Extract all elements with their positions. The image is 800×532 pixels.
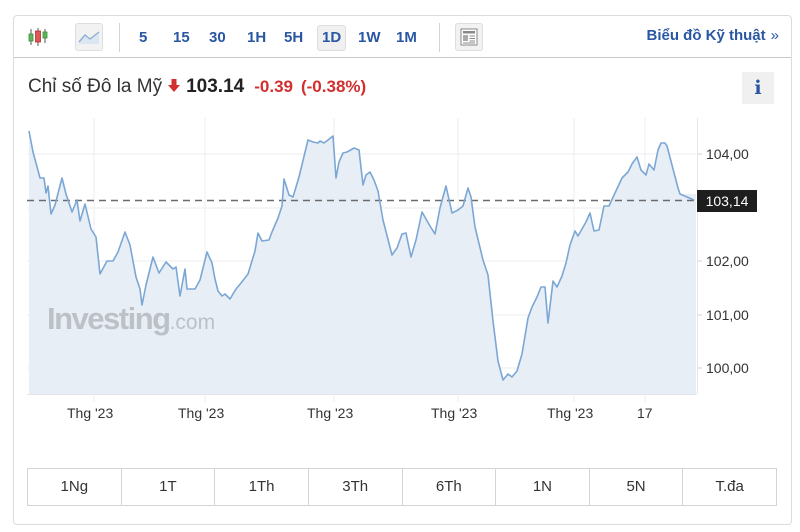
y-tick-label: 100,00 xyxy=(706,360,749,376)
interval-30[interactable]: 30 xyxy=(209,29,226,46)
x-tick-label: Thg '23 xyxy=(547,405,594,421)
x-tick-label: Thg '23 xyxy=(307,405,354,421)
last-price: 103.14 xyxy=(186,76,245,97)
x-tick-label: Thg '23 xyxy=(178,405,225,421)
news-layout-icon[interactable] xyxy=(455,23,483,51)
watermark-suffix: .com xyxy=(169,311,216,334)
range-max[interactable]: T.đa xyxy=(715,478,744,495)
instrument-header: Chỉ số Đô la Mỹ 103.14 -0.39 (-0.38%) xyxy=(28,76,366,100)
range-5-years[interactable]: 5N xyxy=(590,469,684,505)
range-1-month[interactable]: 1Th xyxy=(215,469,309,505)
interval-5h[interactable]: 5H xyxy=(284,29,304,46)
y-axis-ticks xyxy=(697,153,702,369)
interval-15[interactable]: 15 xyxy=(173,29,190,46)
x-tick-label: Thg '23 xyxy=(67,405,114,421)
range-1-week[interactable]: 1T xyxy=(122,469,216,505)
range-3-months[interactable]: 3Th xyxy=(309,469,403,505)
interval-1m[interactable]: 1M xyxy=(396,29,417,46)
technical-chart-label: Biểu đồ Kỹ thuật xyxy=(646,27,766,44)
toolbar-divider xyxy=(439,23,440,52)
y-tick-label: 104,00 xyxy=(706,146,749,162)
info-button[interactable]: i xyxy=(742,72,774,104)
x-tick-label: 17 xyxy=(637,405,653,421)
investing-watermark: Investing.com xyxy=(47,301,215,337)
range-1-day[interactable]: 1Ng xyxy=(28,469,122,505)
y-tick-label: 102,00 xyxy=(706,253,749,269)
chart-toolbar: 5 15 30 1H 5H 1D 1W 1M Biểu đồ Kỹ thuật» xyxy=(14,16,791,58)
price-area-fill xyxy=(29,131,696,394)
watermark-brand: Investing xyxy=(47,301,171,336)
candlestick-chart-icon[interactable] xyxy=(24,23,52,51)
price-line xyxy=(28,130,695,381)
range-6-months[interactable]: 6Th xyxy=(403,469,497,505)
time-range-selector: 1Ng 1T 1Th 3Th 6Th 1N 5N T.đa xyxy=(27,468,777,506)
price-change-percent: (-0.38%) xyxy=(300,77,367,96)
current-price-tag: 103,14 xyxy=(697,190,757,212)
price-change: -0.39 xyxy=(254,77,293,96)
area-chart-icon[interactable] xyxy=(75,23,103,51)
interval-1d[interactable]: 1D xyxy=(317,25,347,51)
interval-5[interactable]: 5 xyxy=(139,29,148,46)
interval-1h[interactable]: 1H xyxy=(247,29,267,46)
arrow-down-icon xyxy=(168,79,181,92)
technical-chart-link[interactable]: Biểu đồ Kỹ thuật» xyxy=(646,27,779,44)
x-tick-label: Thg '23 xyxy=(431,405,478,421)
toolbar-divider xyxy=(119,23,120,52)
interval-1w[interactable]: 1W xyxy=(358,29,381,46)
y-tick-label: 101,00 xyxy=(706,307,749,323)
instrument-name: Chỉ số Đô la Mỹ xyxy=(28,76,163,97)
double-chevron-right-icon: » xyxy=(770,27,779,44)
range-1-year[interactable]: 1N xyxy=(496,469,590,505)
